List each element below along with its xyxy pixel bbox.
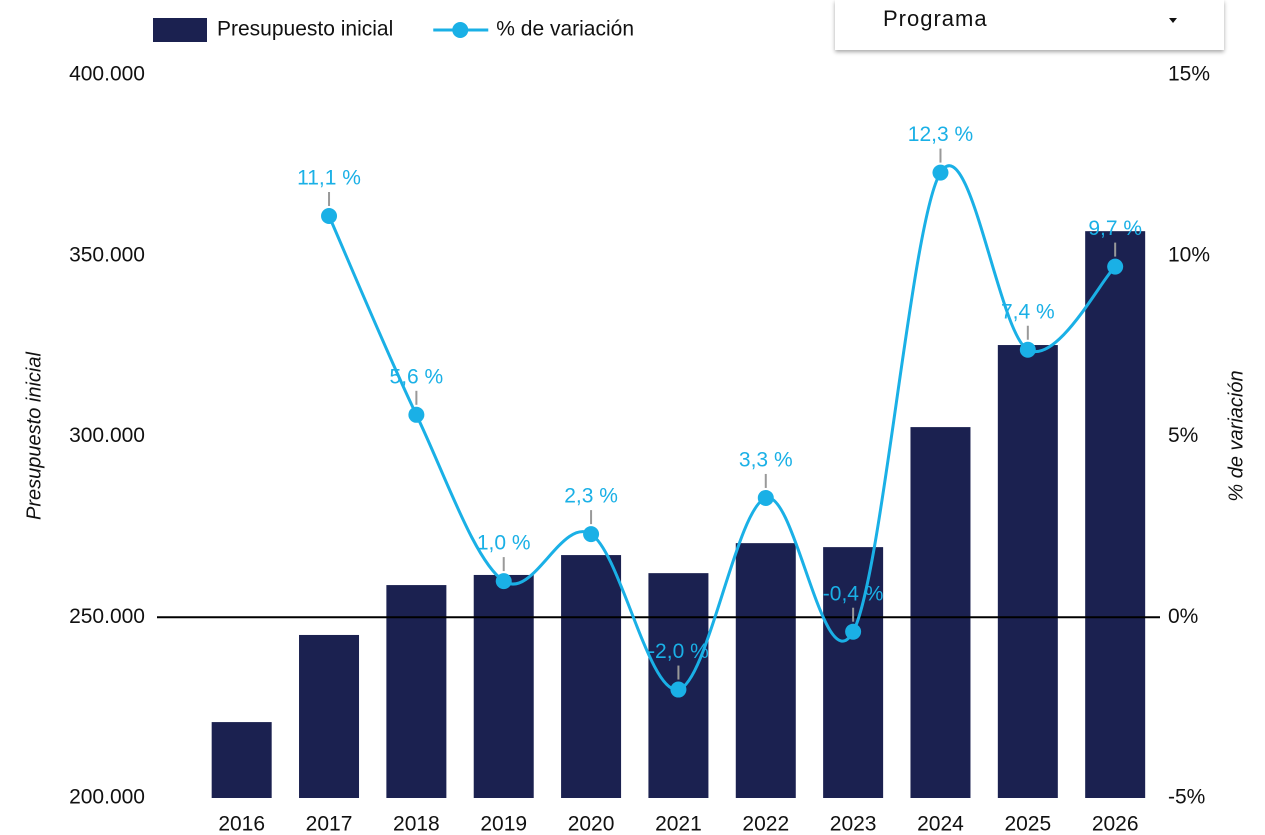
y2-tick-label: 10%: [1168, 243, 1210, 266]
bar: [473, 574, 534, 798]
x-tick-label: 2023: [830, 813, 877, 835]
y-tick-label: 200.000: [69, 786, 145, 809]
data-label: 3,3 %: [739, 449, 793, 472]
bar: [997, 345, 1058, 798]
y2-tick-label: 0%: [1168, 605, 1198, 628]
x-tick-label: 2016: [218, 813, 265, 835]
data-label: 11,1 %: [297, 167, 361, 190]
data-label: -2,0 %: [648, 640, 709, 663]
y2-tick-label: -5%: [1168, 786, 1205, 809]
line-point: [1107, 258, 1124, 275]
y-tick-label: 400.000: [69, 63, 145, 86]
x-tick-label: 2021: [655, 813, 702, 835]
data-label: 12,3 %: [908, 123, 973, 146]
bar: [910, 427, 971, 798]
y2-axis-title: % de variación: [1225, 370, 1247, 501]
data-label: 1,0 %: [477, 532, 531, 555]
legend-dot: [452, 22, 469, 38]
line-point: [1019, 341, 1036, 358]
line-point: [845, 623, 862, 640]
y2-tick-label: 15%: [1168, 63, 1210, 86]
legend-label: % de variación: [496, 18, 634, 41]
data-label: 5,6 %: [390, 365, 444, 388]
dropdown-label: Programa: [883, 6, 988, 31]
line-point: [321, 207, 338, 224]
bar: [211, 722, 272, 798]
dropdown-caret: [1169, 18, 1177, 23]
x-tick-label: 2025: [1004, 813, 1051, 835]
line-point: [583, 526, 600, 543]
data-label: -0,4 %: [823, 582, 884, 605]
line-point: [408, 406, 425, 423]
bar: [735, 543, 796, 798]
line: [327, 164, 1117, 692]
x-tick-label: 2022: [742, 813, 789, 835]
line-point: [932, 164, 949, 181]
line-point: [495, 573, 512, 590]
legend-swatch: [153, 18, 207, 42]
bar: [561, 555, 622, 798]
y2-tick-label: 5%: [1168, 424, 1198, 447]
dropdown[interactable]: Programa: [835, 0, 1224, 50]
data-label: 2,3 %: [564, 485, 618, 508]
bar: [1085, 231, 1146, 799]
x-tick-label: 2017: [306, 813, 353, 835]
bar: [299, 634, 360, 798]
y-tick-label: 350.000: [69, 243, 145, 266]
legend-label: Presupuesto inicial: [217, 18, 393, 41]
bar: [386, 585, 447, 798]
line-point: [670, 681, 687, 698]
y-tick-label: 250.000: [69, 605, 145, 628]
x-tick-label: 2024: [917, 813, 964, 835]
x-tick-label: 2026: [1092, 813, 1139, 835]
line-point: [757, 489, 774, 506]
x-tick-label: 2020: [568, 813, 615, 835]
x-tick-label: 2019: [480, 813, 527, 835]
y-tick-label: 300.000: [69, 424, 145, 447]
data-label: 9,7 %: [1088, 217, 1142, 240]
y-axis-title: Presupuesto inicial: [23, 352, 45, 520]
x-tick-label: 2018: [393, 813, 440, 835]
bar: [823, 547, 884, 798]
data-label: 7,4 %: [1001, 300, 1055, 323]
